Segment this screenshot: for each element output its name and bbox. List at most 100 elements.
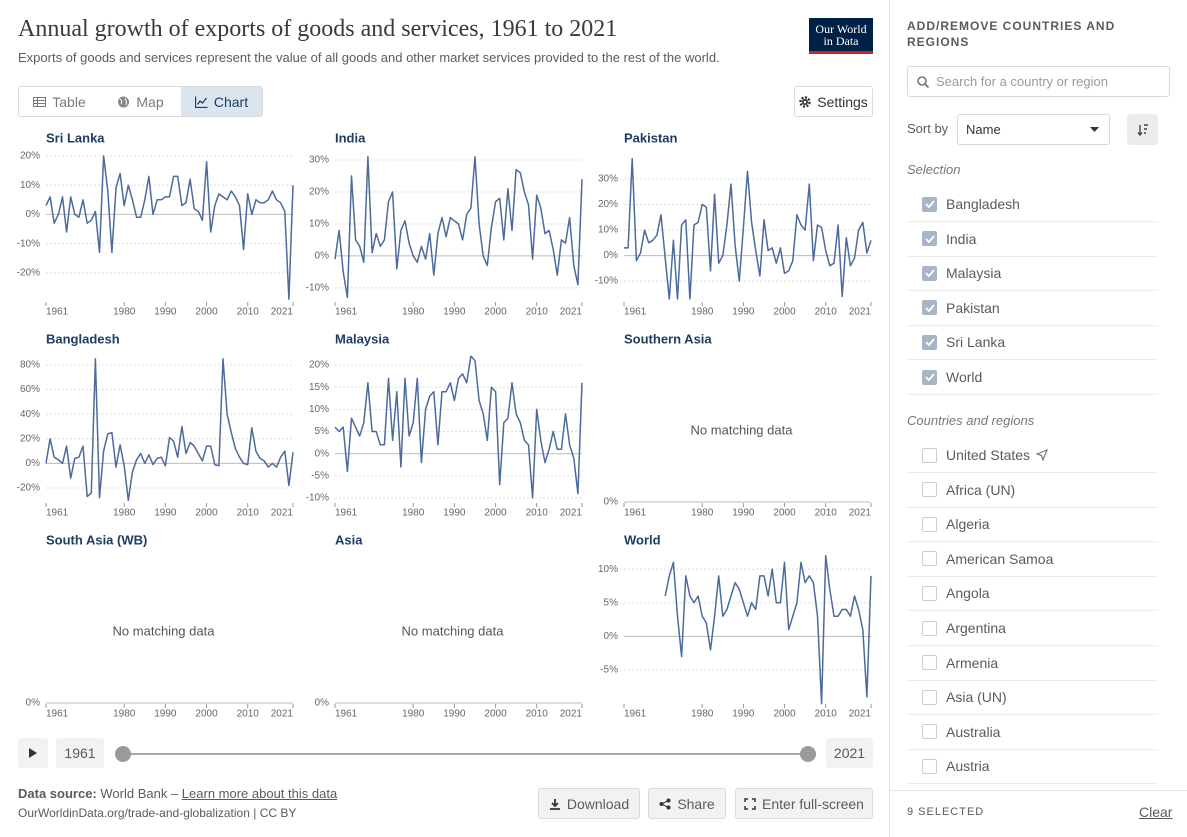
x-tick-label: 1961 [46, 307, 69, 318]
checkbox[interactable] [922, 655, 937, 671]
y-tick-label: -10% [595, 276, 618, 287]
x-tick-label: 1980 [691, 508, 714, 519]
checkbox[interactable] [922, 620, 937, 636]
y-tick-label: 0% [604, 631, 619, 642]
list-row[interactable]: World [907, 360, 1158, 395]
checkbox[interactable] [922, 724, 937, 740]
list-row[interactable]: American Samoa [907, 542, 1158, 577]
tab[interactable]: Map [100, 87, 181, 116]
check-mark [924, 304, 935, 312]
x-tick-label: 2021 [560, 307, 583, 318]
source-link[interactable]: Learn more about this data [181, 786, 338, 801]
y-tick-label: -5% [600, 665, 618, 676]
series-line [45, 358, 294, 502]
list-row[interactable]: India [907, 222, 1158, 257]
tab-label: Map [136, 93, 164, 110]
sort-order-button[interactable] [1127, 114, 1158, 145]
checkbox[interactable] [922, 689, 937, 705]
x-tick-label: 1990 [154, 508, 177, 519]
checkbox[interactable] [922, 551, 937, 567]
x-tick-label: 1980 [691, 709, 714, 720]
logo[interactable]: Our World in Data [809, 18, 873, 54]
y-tick-label: -20% [17, 483, 40, 494]
y-tick-label: 5% [604, 597, 619, 608]
x-tick-label: 2021 [560, 508, 583, 519]
y-tick-label: -5% [311, 470, 329, 481]
series-line [334, 156, 583, 299]
y-tick-label: 0% [604, 497, 619, 508]
selection-heading: Selection [907, 162, 961, 177]
list-row[interactable]: Argentina [907, 611, 1158, 646]
tab[interactable]: Table [19, 87, 100, 116]
list-row[interactable]: Australia [907, 715, 1158, 750]
x-tick-label: 2010 [815, 508, 838, 519]
fullscreen-button[interactable]: Enter full-screen [735, 788, 873, 819]
start-year[interactable]: 1961 [56, 738, 104, 768]
checkbox[interactable] [922, 369, 937, 385]
list-row[interactable]: United States [907, 438, 1158, 473]
x-tick-label: 2010 [237, 508, 260, 519]
button-label: Enter full-screen [762, 795, 864, 812]
sort-icon [1136, 123, 1148, 136]
checkbox[interactable] [922, 334, 937, 350]
fullscreen-icon [744, 797, 756, 810]
x-tick-label: 1980 [113, 709, 136, 720]
list-row[interactable]: Angola [907, 576, 1158, 612]
tab[interactable]: Chart [181, 87, 262, 116]
x-tick-label: 1980 [691, 307, 714, 318]
download-button[interactable]: Download [538, 788, 640, 819]
y-tick-label: 10% [20, 180, 40, 191]
series-line [664, 554, 872, 705]
y-tick-label: 5% [315, 426, 330, 437]
settings-button[interactable]: Settings [794, 86, 873, 117]
y-tick-label: 20% [309, 187, 329, 198]
chart-title: Asia [335, 532, 363, 547]
x-tick-label: 1980 [402, 307, 425, 318]
list-row[interactable]: Algeria [907, 507, 1158, 543]
x-tick-label: 2010 [526, 709, 549, 720]
entity-name: Argentina [946, 620, 1006, 636]
no-data-message: No matching data [113, 623, 216, 638]
list-row[interactable]: Malaysia [907, 256, 1158, 292]
checkbox[interactable] [922, 300, 937, 316]
search-icon [917, 75, 930, 88]
checkbox[interactable] [922, 482, 937, 498]
timeline-handle[interactable] [800, 746, 816, 762]
list-row[interactable]: Bangladesh [907, 187, 1158, 222]
x-tick-label: 1980 [402, 508, 425, 519]
x-tick-label: 1980 [113, 508, 136, 519]
y-tick-label: -20% [17, 268, 40, 279]
list-row[interactable]: Africa (UN) [907, 473, 1158, 508]
x-tick-label: 2000 [773, 307, 796, 318]
timeline-track [123, 753, 808, 755]
list-row[interactable]: Sri Lanka [907, 325, 1158, 361]
checkbox[interactable] [922, 516, 937, 532]
play-icon [29, 748, 37, 758]
share-button[interactable]: Share [648, 788, 726, 819]
checkbox[interactable] [922, 265, 937, 281]
checkbox[interactable] [922, 758, 937, 774]
logo-text: Our World [815, 22, 867, 36]
settings-label: Settings [817, 93, 868, 110]
no-data-message: No matching data [402, 623, 505, 638]
list-row[interactable]: Pakistan [907, 291, 1158, 326]
list-row[interactable]: Austria [907, 749, 1158, 785]
download-icon [549, 798, 560, 810]
sort-select[interactable]: Name [957, 114, 1110, 145]
list-row[interactable]: Asia (UN) [907, 680, 1158, 716]
sort-value: Name [966, 122, 1001, 137]
x-tick-label: 2010 [526, 508, 549, 519]
search-input[interactable]: Search for a country or region [907, 66, 1170, 97]
y-tick-label: 0% [315, 698, 330, 709]
play-button[interactable] [18, 738, 48, 768]
list-row[interactable]: Armenia [907, 646, 1158, 681]
checkbox[interactable] [922, 231, 937, 247]
checkbox[interactable] [922, 585, 937, 601]
x-tick-label: 2000 [484, 307, 507, 318]
checkbox[interactable] [922, 196, 937, 212]
checkbox[interactable] [922, 447, 937, 463]
timeline-handle[interactable] [115, 746, 131, 762]
x-tick-label: 2010 [526, 307, 549, 318]
end-year[interactable]: 2021 [826, 738, 873, 768]
clear-button[interactable]: Clear [1139, 804, 1173, 820]
